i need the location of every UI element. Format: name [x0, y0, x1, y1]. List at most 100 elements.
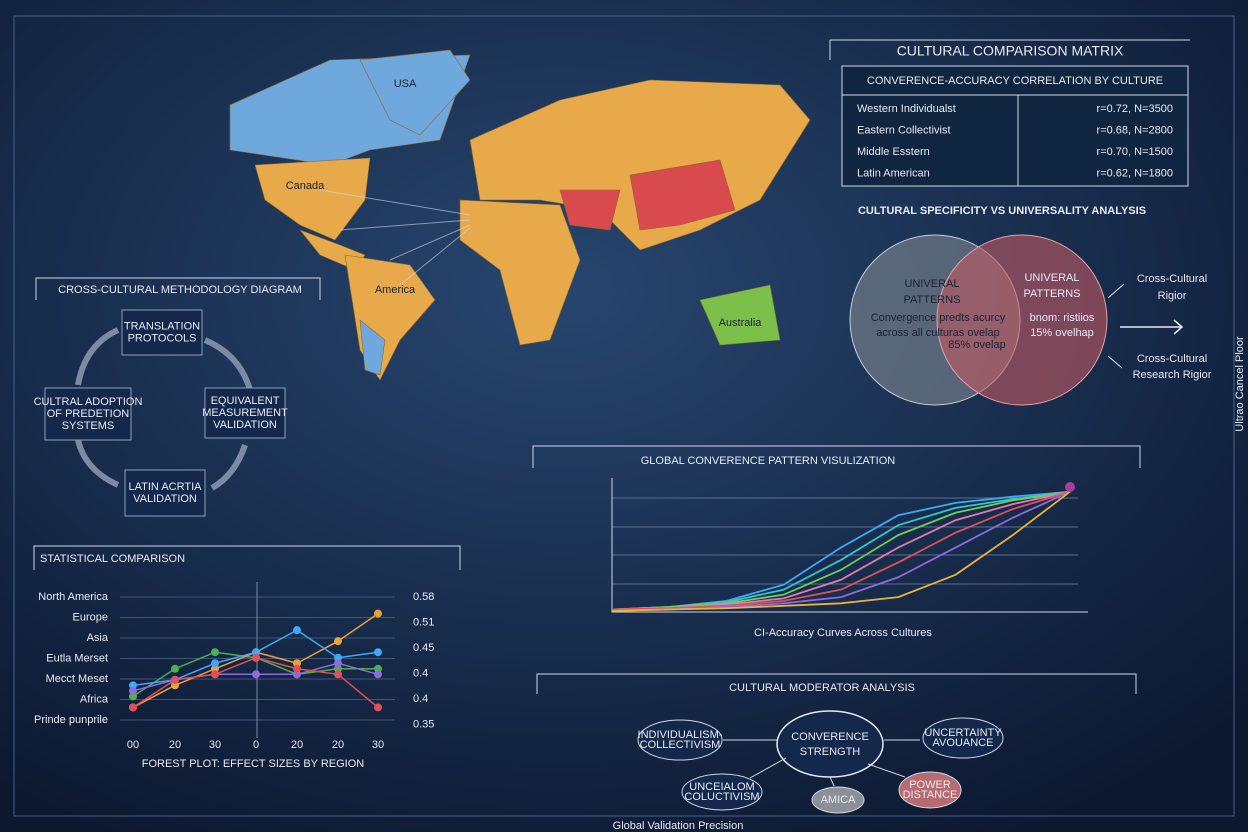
forest-caption: FOREST PLOT: EFFECT SIZES BY REGION	[142, 758, 365, 770]
data-point	[334, 664, 342, 673]
curves-caption: CI-Accuracy Curves Across Cultures	[754, 627, 932, 639]
matrix-cell: Western Individualst	[857, 103, 956, 115]
map-region	[629, 159, 736, 231]
method-node-label: VALIDATION	[213, 419, 277, 431]
matrix-title: CULTURAL COMPARISON MATRIX	[897, 43, 1124, 59]
moderator-node	[898, 771, 962, 809]
row-value: 0.51	[413, 616, 434, 628]
venn-note: Rigior	[1158, 290, 1187, 302]
data-point	[129, 681, 137, 690]
x-tick-label: 30	[372, 739, 384, 751]
x-tick-label: 30	[209, 739, 221, 751]
map-label: America	[375, 284, 416, 296]
matrix-cell: Eastern Collectivist	[857, 124, 951, 136]
map-connectors	[319, 189, 471, 286]
data-point	[129, 703, 137, 712]
moderator-label: COLUCTIVISM	[684, 791, 759, 803]
data-point	[293, 664, 301, 673]
map-label: USA	[394, 78, 417, 90]
x-tick-label: 20	[332, 739, 344, 751]
section-bracket	[35, 277, 321, 300]
moderator-label: UNCERTAINTY	[924, 727, 1002, 739]
footer: Global Validation Precision	[613, 820, 744, 832]
data-point	[129, 686, 137, 695]
arrow	[1120, 319, 1184, 335]
data-point	[374, 703, 382, 712]
x-tick-label: 00	[127, 739, 139, 751]
end-dot	[1065, 482, 1075, 492]
venn-text: bnom: ristiios	[1030, 312, 1095, 324]
venn-label: PATTERNS	[903, 294, 960, 306]
x-tick-label: 20	[169, 739, 181, 751]
data-point	[374, 609, 382, 618]
row-label: Africa	[80, 693, 109, 705]
data-point	[171, 664, 179, 673]
method-node-label: SYSTEMS	[62, 420, 115, 432]
connector	[867, 763, 906, 778]
moderator-label: UNCEIALOM	[689, 781, 754, 793]
matrix-subtitle: CONVERENCE-ACCURACY CORRELATION BY CULTU…	[867, 75, 1163, 87]
matrix-cell: r=0.72, N=3500	[1097, 103, 1173, 115]
data-point	[252, 653, 260, 662]
curves-title: GLOBAL CONVERENCE PATTERN VISULIZATION	[641, 455, 896, 467]
matrix-table	[841, 65, 1189, 187]
venn-note: Cross-Cultural	[1137, 273, 1207, 285]
center-node	[776, 710, 884, 778]
matrix-cell: Latin American	[857, 167, 930, 179]
venn-note: Research Rigior	[1133, 369, 1212, 381]
venn-text: UNIVERAL PATTERNS Convergence predts acurc…	[871, 272, 1212, 381]
moderator-node	[681, 773, 763, 811]
curves-chart	[611, 478, 1088, 613]
moderator-diagram: CONVERENCE STRENGTH INDIVIDUALISM-COLLECTI…	[637, 710, 1004, 814]
center-label: CONVERENCE	[791, 731, 869, 743]
connector	[829, 776, 835, 787]
row-label: Asia	[87, 632, 109, 644]
frame	[13, 15, 1235, 817]
moderator-label: AMICA	[821, 794, 857, 806]
connector	[749, 757, 787, 779]
map-region	[359, 319, 386, 376]
method-node-label: MEASUREMENT	[202, 407, 288, 419]
x-tick-label: 20	[291, 739, 303, 751]
curve	[611, 491, 1071, 612]
data-point	[334, 653, 342, 662]
row-value: 0.4	[413, 667, 428, 679]
section-bracket	[33, 545, 461, 570]
venn-label: UNIVERAL	[1024, 272, 1079, 284]
venn-label: PATTERNS	[1023, 288, 1080, 300]
curve	[611, 490, 1071, 611]
data-point	[171, 681, 179, 690]
venn-overlap: 85% ovelap	[948, 339, 1006, 351]
row-label: Mecct Meset	[46, 673, 108, 685]
map-label: Australia	[719, 317, 763, 329]
data-point	[252, 670, 260, 679]
matrix-rows: Western Individualst r=0.72, N=3500 Easter…	[857, 103, 1173, 180]
section-bracket	[532, 445, 1141, 468]
venn-text: across all culturas ovelap	[876, 327, 1000, 339]
cycle-arrow	[75, 327, 120, 386]
data-point	[293, 626, 301, 635]
cycle-arrow	[203, 337, 253, 391]
data-point	[252, 648, 260, 657]
data-point	[374, 648, 382, 657]
side-label: Ultrao Cancel Ploor	[1234, 336, 1246, 432]
method-node	[124, 469, 206, 517]
method-node-label: VALIDATION	[133, 493, 197, 505]
arrow	[1107, 283, 1125, 369]
method-node-label: OF PREDETION	[47, 408, 130, 420]
forest-title: STATISTICAL COMPARISON	[40, 553, 185, 565]
data-point	[334, 637, 342, 646]
venn-text: 15% ovelhap	[1030, 327, 1094, 339]
row-label: Prinde punprile	[34, 714, 108, 726]
row-value: 0.35	[413, 718, 434, 730]
data-point	[211, 664, 219, 673]
row-value: 0.4	[413, 693, 428, 705]
method-node-label: EQUIVALENT	[211, 395, 280, 407]
moderator-label: INDIVIDUALISM-	[638, 729, 723, 741]
matrix-bracket	[829, 39, 1190, 60]
data-point	[129, 692, 137, 701]
method-node	[121, 309, 203, 356]
row-value: 0.58	[413, 591, 434, 603]
map-label: Canada	[286, 180, 325, 192]
